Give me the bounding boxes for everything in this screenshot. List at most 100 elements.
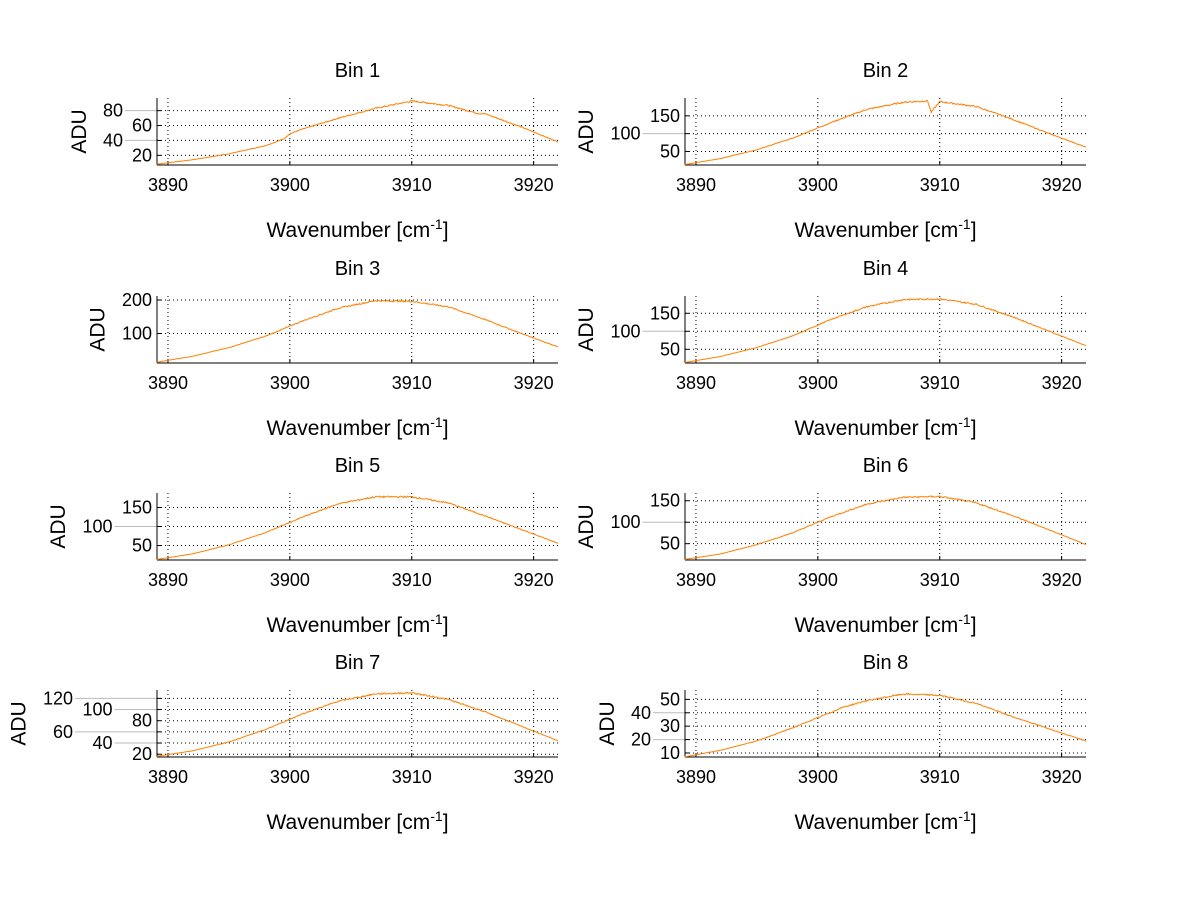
subplot-8: 3890 3900 3910 3920 10 20 30 40 50 Bin 8 Wavenumbe… (596, 652, 1087, 834)
series-line (684, 692, 1087, 758)
series-line (684, 495, 1087, 560)
x-tick-label: 3920 (1042, 373, 1082, 393)
x-tick-label: 3910 (920, 767, 960, 787)
subplot-title: Bin 1 (335, 60, 381, 82)
x-axis-label-text: Wavenumber [cm (266, 417, 430, 440)
y-tick-label: 60 (132, 116, 152, 136)
x-axis-label-sup: -1 (430, 216, 443, 232)
x-axis-label-end: ] (971, 811, 977, 834)
x-axis-label-sup: -1 (958, 611, 971, 627)
subplot-title: Bin 5 (335, 455, 381, 477)
y-tick-label: 50 (660, 689, 680, 709)
series-line (156, 691, 559, 757)
y-tick-label: 50 (660, 339, 680, 359)
x-axis-label-end: ] (443, 219, 449, 242)
y-axis-label: ADU (575, 504, 598, 548)
y-tick-label: 100 (610, 512, 640, 532)
y-tick-label: 20 (132, 744, 152, 764)
y-tick-label: 20 (631, 730, 651, 750)
y-axis-label: ADU (68, 109, 91, 153)
x-tick-label: 3900 (270, 767, 310, 787)
series-line (156, 495, 559, 560)
subplot-1: 3890 3900 3910 3920 20 40 60 80 Bin 1 Wavenumber … (68, 60, 559, 242)
x-tick-label: 3910 (392, 570, 432, 590)
x-axis-label: Wavenumber [cm-1] (794, 414, 976, 440)
y-tick-label: 150 (650, 106, 680, 126)
y-axis-label: ADU (47, 504, 70, 548)
x-tick-label: 3890 (676, 373, 716, 393)
subplot-7: 3890 3900 3910 3920 20 40 60 80 100 120 Bin 7 Waven… (8, 652, 559, 834)
x-axis-label-text: Wavenumber [cm (794, 417, 958, 440)
x-tick-label: 3910 (920, 373, 960, 393)
y-tick-label: 120 (43, 688, 73, 708)
x-tick-label: 3920 (1042, 767, 1082, 787)
y-axis-label: ADU (596, 701, 619, 745)
x-axis-label-end: ] (971, 417, 977, 440)
series-line (156, 99, 559, 165)
y-tick-label: 100 (82, 700, 112, 720)
x-axis-label-sup: -1 (958, 216, 971, 232)
x-axis-label-end: ] (443, 417, 449, 440)
subplot-title: Bin 7 (335, 652, 381, 674)
series-line (156, 299, 559, 363)
subplot-6: 3890 3900 3910 3920 50 100 150 Bin 6 Wavenumber … (575, 455, 1087, 637)
y-tick-label: 80 (132, 711, 152, 731)
y-tick-label: 10 (660, 743, 680, 763)
x-tick-label: 3920 (1042, 570, 1082, 590)
y-tick-label: 150 (122, 497, 152, 517)
y-axis-label: ADU (575, 109, 598, 153)
x-axis-label: Wavenumber [cm-1] (266, 216, 448, 242)
y-tick-label: 50 (660, 534, 680, 554)
x-axis-label-text: Wavenumber [cm (794, 614, 958, 637)
x-axis-label: Wavenumber [cm-1] (266, 414, 448, 440)
x-axis-label-text: Wavenumber [cm (794, 219, 958, 242)
x-axis-label: Wavenumber [cm-1] (794, 216, 976, 242)
x-axis-label-text: Wavenumber [cm (794, 811, 958, 834)
x-tick-label: 3890 (148, 570, 188, 590)
y-axis-label: ADU (87, 307, 110, 351)
x-axis-label-sup: -1 (430, 808, 443, 824)
subplot-2: 3890 3900 3910 3920 50 100 150 Bin 2 Wavenumber … (575, 60, 1087, 242)
x-tick-label: 3900 (798, 373, 838, 393)
x-tick-label: 3910 (392, 767, 432, 787)
x-axis-label-text: Wavenumber [cm (266, 614, 430, 637)
x-axis-label-end: ] (443, 811, 449, 834)
y-tick-label: 40 (92, 733, 112, 753)
y-axis-label: ADU (8, 701, 31, 745)
y-tick-label: 40 (103, 130, 123, 150)
subplot-5: 3890 3900 3910 3920 50 100 150 Bin 5 Wavenumber … (47, 455, 559, 637)
x-tick-label: 3910 (392, 175, 432, 195)
x-axis-label-end: ] (971, 219, 977, 242)
y-tick-label: 20 (132, 145, 152, 165)
x-tick-label: 3910 (392, 373, 432, 393)
y-tick-label: 100 (122, 324, 152, 344)
x-tick-label: 3900 (798, 570, 838, 590)
x-axis-label-end: ] (443, 614, 449, 637)
x-tick-label: 3890 (148, 175, 188, 195)
x-axis-label: Wavenumber [cm-1] (794, 808, 976, 834)
y-tick-label: 100 (610, 124, 640, 144)
x-axis-label-sup: -1 (958, 414, 971, 430)
x-tick-label: 3920 (514, 570, 554, 590)
y-tick-label: 50 (660, 141, 680, 161)
x-axis-label-text: Wavenumber [cm (266, 219, 430, 242)
x-tick-label: 3920 (514, 175, 554, 195)
x-tick-label: 3900 (798, 767, 838, 787)
series-line (684, 99, 1087, 165)
subplot-title: Bin 6 (863, 455, 909, 477)
y-tick-label: 200 (122, 290, 152, 310)
subplot-title: Bin 2 (863, 60, 909, 82)
x-axis-label-sup: -1 (958, 808, 971, 824)
y-tick-label: 60 (53, 722, 73, 742)
x-tick-label: 3910 (920, 570, 960, 590)
x-tick-label: 3910 (920, 175, 960, 195)
x-tick-label: 3900 (270, 175, 310, 195)
x-axis-label: Wavenumber [cm-1] (266, 808, 448, 834)
y-tick-label: 100 (82, 517, 112, 537)
x-tick-label: 3890 (676, 175, 716, 195)
y-tick-label: 150 (650, 491, 680, 511)
x-tick-label: 3920 (514, 373, 554, 393)
x-tick-label: 3900 (270, 373, 310, 393)
x-axis-label-sup: -1 (430, 611, 443, 627)
